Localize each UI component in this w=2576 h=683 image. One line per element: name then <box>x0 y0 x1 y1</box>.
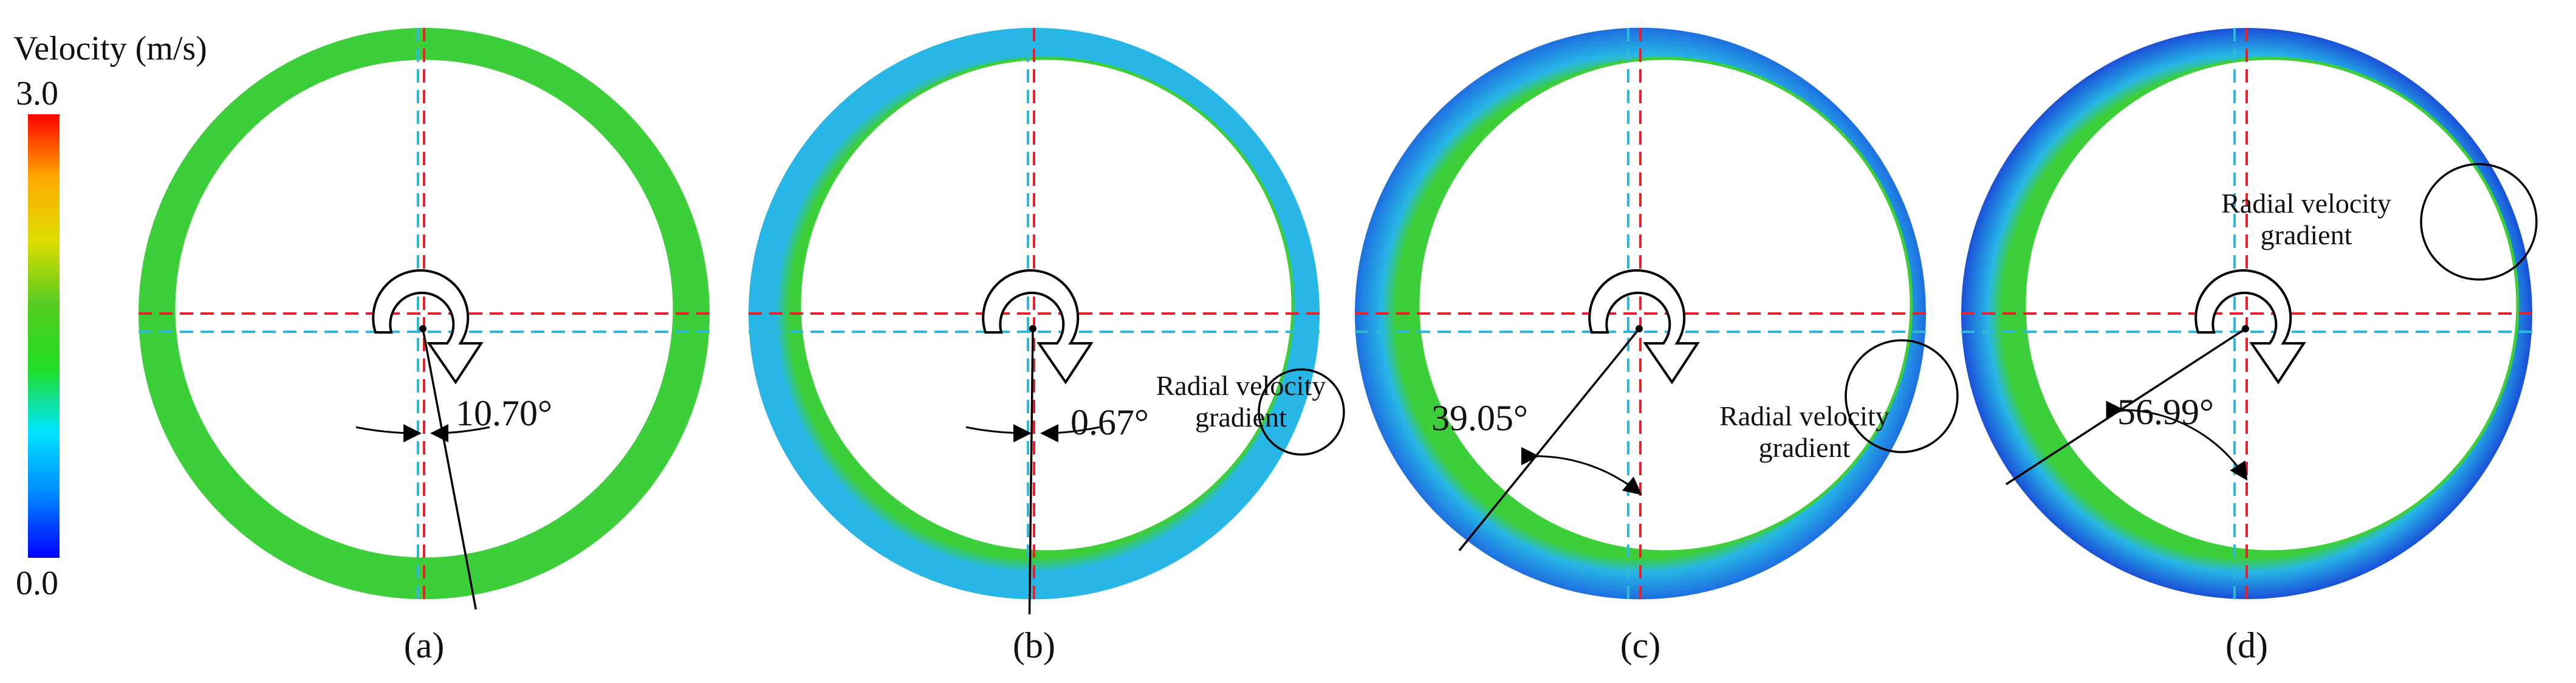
repose-line <box>422 328 477 610</box>
angle-arrow-right <box>1040 424 1100 442</box>
gradient-label: Radial velocity gradient <box>2221 188 2391 250</box>
repose-line <box>1458 328 1640 552</box>
panel-c: 39.05° Radial velocity gradient (c) <box>1355 27 1959 665</box>
panel-caption: (d) <box>2225 625 2268 665</box>
repose-line <box>1028 328 1034 614</box>
legend-title: Velocity (m/s) <box>13 30 207 67</box>
colorbar <box>28 114 60 558</box>
angle-label: 10.70° <box>456 393 552 433</box>
clockwise-rotation-icon <box>2194 269 2306 385</box>
angle-arrow-right <box>430 424 490 442</box>
angle-arc <box>1521 447 1642 495</box>
panel-b: 0.67°Radial velocity gradient (b) <box>748 27 1345 665</box>
panel-caption: (a) <box>404 625 445 665</box>
angle-label: 56.99° <box>2117 392 2214 432</box>
angle-arc <box>2106 400 2248 481</box>
panel-a: 10.70° (a) <box>138 27 710 665</box>
panel-d: 56.99° Radial velocity gradient (d) <box>1961 28 2538 665</box>
angle-label: 0.67° <box>1070 402 1149 442</box>
inner-wall <box>1416 57 1913 554</box>
gradient-highlight-circle <box>1845 339 1959 453</box>
panel-caption: (b) <box>1013 625 1055 665</box>
angle-label: 39.05° <box>1431 398 1528 438</box>
gradient-highlight-circle <box>1258 368 1345 456</box>
angle-arrow-left <box>965 424 1032 442</box>
gradient-highlight-circle <box>2420 163 2538 281</box>
legend-min-label: 0.0 <box>16 565 58 602</box>
inner-wall <box>798 57 1295 554</box>
clockwise-rotation-icon <box>1588 269 1700 385</box>
legend-max-label: 3.0 <box>16 75 58 112</box>
panel-caption: (c) <box>1620 625 1661 665</box>
clockwise-rotation-icon <box>982 269 1094 385</box>
panels: 10.70°(a)0.67°Radial velocity gradient(b)… <box>138 27 2538 665</box>
gradient-label: Radial velocity gradient <box>1719 400 1889 463</box>
gradient-label: Radial velocity gradient <box>1156 370 1326 433</box>
inner-wall <box>2023 57 2519 554</box>
clockwise-rotation-icon <box>372 269 484 385</box>
velocity-legend: Velocity (m/s) 3.0 0.0 <box>13 30 207 602</box>
angle-arrow-left <box>355 424 422 442</box>
